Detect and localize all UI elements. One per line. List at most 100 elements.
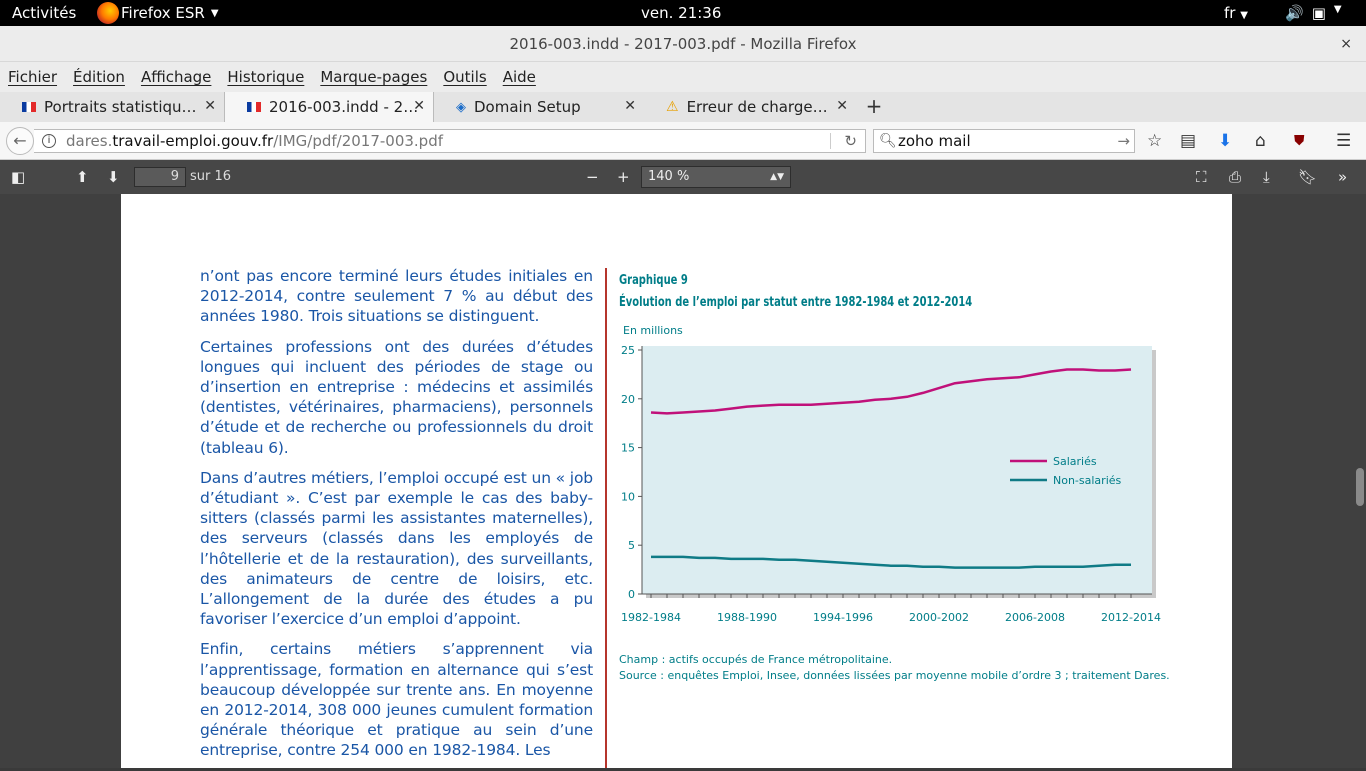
series-line-salaries xyxy=(650,368,1132,415)
plot-area xyxy=(642,346,1152,594)
home-icon[interactable]: ⌂ xyxy=(1255,131,1266,151)
body-text-column: n’ont pas encore terminé leurs études in… xyxy=(200,266,593,771)
note-champ: Champ : actifs occupés de France métropo… xyxy=(619,653,893,666)
menu-edition[interactable]: Édition xyxy=(73,68,125,86)
pdf-page: n’ont pas encore terminé leurs études in… xyxy=(121,194,1232,768)
ublock-icon[interactable]: ⛊ xyxy=(1294,133,1305,149)
window-title: 2016-003.indd - 2017-003.pdf - Mozilla F… xyxy=(509,35,857,53)
download-icon[interactable]: ⤓ xyxy=(1263,168,1270,186)
paragraph: n’ont pas encore terminé leurs études in… xyxy=(200,267,593,326)
x-tick-label: 2012-2014 xyxy=(1101,611,1161,624)
battery-icon: ▣ xyxy=(1311,4,1326,22)
y-tick-label: 5 xyxy=(628,539,635,552)
scrollbar-thumb[interactable] xyxy=(1356,468,1364,506)
flag-fr-icon xyxy=(247,102,261,112)
tab-label: Domain Setup xyxy=(474,98,581,116)
chevron-down-icon: ▼ xyxy=(210,7,219,19)
x-tick-label: 1982-1984 xyxy=(621,611,681,624)
tab-error[interactable]: ⚠ Erreur de charge… ✕ xyxy=(644,92,856,122)
x-tick-label: 2006-2008 xyxy=(1005,611,1065,624)
url-domain: travail-emploi.gouv.fr xyxy=(112,132,274,150)
close-icon[interactable]: ✕ xyxy=(413,98,425,114)
y-tick-label: 20 xyxy=(621,393,635,406)
presentation-mode-icon[interactable]: ⛶ xyxy=(1196,168,1207,186)
reading-list-icon[interactable]: ▤ xyxy=(1180,131,1197,151)
column-divider xyxy=(605,268,607,768)
menu-aide[interactable]: Aide xyxy=(502,68,536,86)
tab-portraits[interactable]: Portraits statistiqu… ✕ xyxy=(0,92,224,122)
zoom-out-icon[interactable]: − xyxy=(586,168,599,186)
flag-fr-icon xyxy=(22,102,36,112)
graph-heading: Graphique 9 Évolution de l’emploi par st… xyxy=(619,269,972,313)
employment-line-chart: 0 5 10 15 20 25 1982-1984 1988-1990 1994-1996 200… xyxy=(621,344,1161,624)
y-axis-unit: En millions xyxy=(623,324,683,337)
url-path: /IMG/pdf/2017-003.pdf xyxy=(273,132,444,150)
page-number-input[interactable]: 9 xyxy=(134,167,186,187)
url-bar[interactable]: i dares.travail-emploi.gouv.fr/IMG/pdf/2… xyxy=(34,129,866,153)
paragraph: Enfin, certains métiers s’apprennent via… xyxy=(200,640,593,760)
firefox-logo-icon xyxy=(97,2,119,24)
search-bar[interactable]: 🔍︎ zoho mail → xyxy=(873,129,1135,153)
next-page-icon[interactable]: ⬇ xyxy=(107,168,120,186)
back-arrow-icon: ← xyxy=(13,131,27,150)
reload-icon[interactable]: ↻ xyxy=(844,132,857,150)
scrollbar[interactable] xyxy=(1352,194,1366,768)
legend-label: Salariés xyxy=(1053,455,1097,468)
hamburger-menu-icon[interactable]: ☰ xyxy=(1336,131,1352,151)
close-icon[interactable]: ✕ xyxy=(204,98,216,114)
close-icon[interactable]: ✕ xyxy=(836,98,848,114)
x-tick-label: 2000-2002 xyxy=(909,611,969,624)
menu-outils[interactable]: Outils xyxy=(443,68,487,86)
window-close-button[interactable]: × xyxy=(1340,36,1352,52)
search-go-icon[interactable]: → xyxy=(1117,132,1130,150)
series-line-non-salaries xyxy=(651,555,1131,569)
gnome-top-bar: Activités Firefox ESR ▼ ven. 21:36 fr ▼ … xyxy=(0,0,1366,26)
language-indicator[interactable]: fr ▼ xyxy=(1224,4,1248,22)
zoom-in-icon[interactable]: + xyxy=(617,168,630,186)
chevron-down-icon: ▼ xyxy=(1333,4,1342,15)
y-tick-label: 15 xyxy=(621,442,635,455)
y-tick-label: 25 xyxy=(621,344,635,357)
legend-label: Non-salariés xyxy=(1053,474,1122,487)
x-tick-label: 1988-1990 xyxy=(717,611,777,624)
tab-domain-setup[interactable]: ◈ Domain Setup ✕ xyxy=(434,92,644,122)
back-button[interactable]: ← xyxy=(6,127,34,155)
close-icon[interactable]: ✕ xyxy=(624,98,636,114)
previous-page-icon[interactable]: ⬆ xyxy=(76,168,89,186)
zoho-icon: ◈ xyxy=(456,99,466,115)
bookmark-star-icon[interactable]: ☆ xyxy=(1147,131,1163,151)
system-menu[interactable]: 🔊 ▣ ▼ xyxy=(1285,4,1342,22)
y-tick-label: 0 xyxy=(628,588,635,601)
tab-label: Erreur de charge… xyxy=(686,98,828,116)
menu-affichage[interactable]: Affichage xyxy=(140,68,212,86)
url-prefix: dares. xyxy=(66,132,113,150)
app-menu[interactable]: Firefox ESR ▼ xyxy=(97,2,219,24)
zoom-value: 140 % xyxy=(648,169,690,184)
graph-label: Graphique 9 xyxy=(619,272,688,288)
tools-chevron-icon[interactable]: » xyxy=(1338,168,1348,186)
sidebar-toggle-icon[interactable]: ◧ xyxy=(11,168,26,186)
new-tab-button[interactable]: + xyxy=(865,94,883,118)
y-tick-label: 10 xyxy=(621,490,635,503)
paragraph: Dans d’autres métiers, l’emploi occupé e… xyxy=(200,468,593,629)
menu-historique[interactable]: Historique xyxy=(227,68,305,86)
paragraph: Certaines professions ont des durées d’é… xyxy=(200,337,593,457)
graph-title: Évolution de l’emploi par statut entre 1… xyxy=(619,294,973,310)
print-icon[interactable]: ⎙ xyxy=(1229,168,1242,186)
clock[interactable]: ven. 21:36 xyxy=(641,4,722,22)
menu-marque-pages[interactable]: Marque-pages xyxy=(320,68,428,86)
menu-fichier[interactable]: Fichier xyxy=(8,68,58,86)
navigation-bar: ← i dares.travail-emploi.gouv.fr/IMG/pdf… xyxy=(0,122,1366,160)
zoom-select[interactable]: 140 % ▲▼ xyxy=(641,166,791,188)
chevron-down-icon: ▼ xyxy=(1240,10,1248,21)
page-count: sur 16 xyxy=(190,169,232,184)
info-icon[interactable]: i xyxy=(42,134,56,148)
pdf-toolbar: ◧ ⬆ ⬇ 9 sur 16 − + 140 % ▲▼ ⛶ ⎙ ⤓ 🔖︎ » xyxy=(0,160,1366,194)
language-label: fr xyxy=(1224,4,1236,22)
note-source: Source : enquêtes Emploi, Insee, données… xyxy=(619,669,1170,682)
activities-button[interactable]: Activités xyxy=(12,4,77,22)
tab-pdf-active[interactable]: 2016-003.indd - 2… ✕ xyxy=(224,92,434,122)
downloads-icon[interactable]: ⬇ xyxy=(1218,131,1233,151)
bookmark-icon[interactable]: 🔖︎ xyxy=(1298,168,1318,186)
search-icon: 🔍︎ xyxy=(879,133,897,149)
